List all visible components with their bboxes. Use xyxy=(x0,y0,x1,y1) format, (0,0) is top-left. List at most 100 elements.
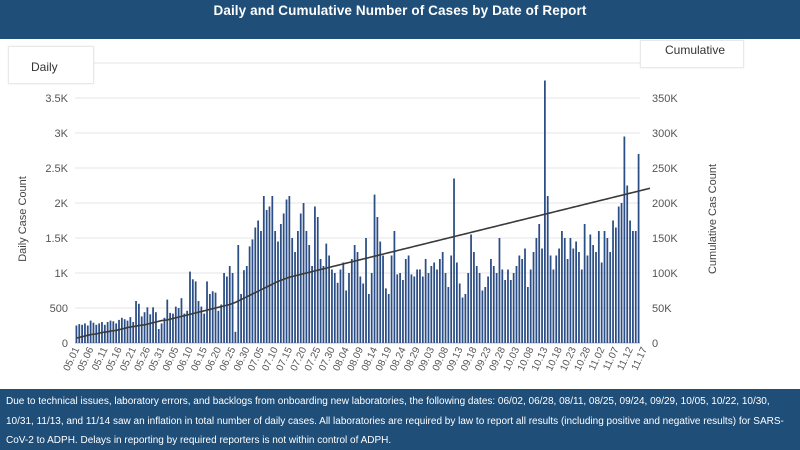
daily-bar xyxy=(174,306,177,343)
daily-bar xyxy=(271,196,274,343)
daily-bar xyxy=(561,231,563,343)
daily-bar xyxy=(478,273,481,343)
daily-bar xyxy=(186,310,189,343)
daily-bar xyxy=(552,269,555,343)
daily-bar xyxy=(461,297,464,343)
daily-bar xyxy=(75,325,78,343)
chart-header: Daily and Cumulative Number of Cases by … xyxy=(0,0,800,39)
daily-bar xyxy=(526,287,529,343)
daily-bar xyxy=(509,280,512,343)
daily-bar xyxy=(291,238,294,343)
daily-bar xyxy=(427,273,430,343)
daily-bar xyxy=(348,273,350,343)
daily-bar xyxy=(609,252,612,343)
daily-bar xyxy=(89,320,92,343)
daily-bar xyxy=(260,231,262,343)
daily-bar xyxy=(441,252,444,343)
daily-bar xyxy=(407,255,410,343)
daily-bar xyxy=(226,276,228,343)
daily-bar xyxy=(521,259,524,343)
daily-bar xyxy=(558,248,560,343)
daily-bar xyxy=(421,276,424,343)
daily-bar xyxy=(200,306,203,343)
daily-bar xyxy=(155,312,157,343)
daily-bar xyxy=(416,269,418,343)
daily-bar xyxy=(376,217,379,343)
daily-bar xyxy=(365,238,367,343)
daily-bar xyxy=(438,259,441,343)
daily-bar xyxy=(325,243,328,343)
daily-bar xyxy=(404,259,407,343)
daily-bar xyxy=(387,294,390,343)
daily-bar xyxy=(362,283,365,343)
daily-bar xyxy=(257,220,260,343)
daily-bar xyxy=(589,234,592,343)
daily-bar xyxy=(450,255,453,343)
daily-bar xyxy=(467,273,470,343)
left-tick-label: 2.5K xyxy=(45,163,68,175)
left-tick-label: 0 xyxy=(62,338,68,350)
daily-bar xyxy=(223,273,225,343)
daily-bar xyxy=(563,238,566,343)
daily-bar xyxy=(515,266,518,343)
daily-bar xyxy=(541,248,543,343)
daily-bar xyxy=(507,269,509,343)
daily-bar xyxy=(160,323,163,343)
daily-legend-box[interactable]: Daily xyxy=(8,46,94,84)
daily-bar xyxy=(208,294,211,343)
chart-title: Daily and Cumulative Number of Cases by … xyxy=(213,3,587,18)
daily-bar xyxy=(402,280,404,343)
daily-bar xyxy=(501,269,504,343)
cumulative-line-layer xyxy=(76,187,651,339)
daily-bar xyxy=(492,266,495,343)
daily-bar xyxy=(546,196,549,343)
daily-bar xyxy=(288,196,291,343)
daily-bar xyxy=(231,273,234,343)
daily-bar xyxy=(453,178,455,343)
daily-bar xyxy=(458,283,461,343)
daily-bar xyxy=(597,231,600,343)
left-tick-label: 3.5K xyxy=(45,93,68,105)
right-tick-label: 200K xyxy=(652,198,678,210)
daily-bar xyxy=(555,255,558,343)
daily-bar xyxy=(373,194,376,343)
right-axis-ticks: 050K100K150K200K250K300K350K400K xyxy=(652,58,678,350)
left-tick-label: 500 xyxy=(50,303,68,315)
daily-bar xyxy=(274,231,277,343)
daily-bar xyxy=(484,287,487,343)
cumulative-legend-label: Cumulative xyxy=(665,43,726,57)
daily-bar xyxy=(572,248,575,343)
daily-bar xyxy=(595,252,597,343)
daily-bar xyxy=(569,238,572,343)
daily-bar xyxy=(512,273,515,343)
daily-bar xyxy=(197,301,200,343)
daily-bar xyxy=(430,266,433,343)
right-tick-label: 50K xyxy=(652,303,672,315)
daily-bar xyxy=(126,320,129,343)
footer-note-text: Due to technical issues, laboratory erro… xyxy=(6,396,784,446)
daily-bar xyxy=(473,252,475,343)
cumulative-legend-box[interactable]: Cumulative xyxy=(640,40,744,68)
daily-bar xyxy=(115,323,118,343)
daily-bar xyxy=(385,288,387,343)
daily-bar xyxy=(103,324,106,343)
daily-bar xyxy=(455,262,458,343)
daily-bar xyxy=(538,224,541,343)
daily-bar xyxy=(129,317,132,343)
daily-bar xyxy=(620,203,623,343)
daily-bar xyxy=(211,291,214,343)
daily-bar xyxy=(169,312,171,343)
daily-bar xyxy=(277,241,279,343)
daily-bar xyxy=(180,298,183,343)
daily-bar xyxy=(614,227,617,343)
daily-bar xyxy=(410,274,413,343)
daily-bar xyxy=(606,238,609,343)
daily-bar xyxy=(163,317,166,343)
daily-bar xyxy=(487,276,489,343)
daily-bar xyxy=(475,266,478,343)
daily-bar xyxy=(203,313,206,343)
daily-bar xyxy=(626,185,629,343)
right-tick-label: 350K xyxy=(652,93,678,105)
daily-bar xyxy=(112,321,115,343)
